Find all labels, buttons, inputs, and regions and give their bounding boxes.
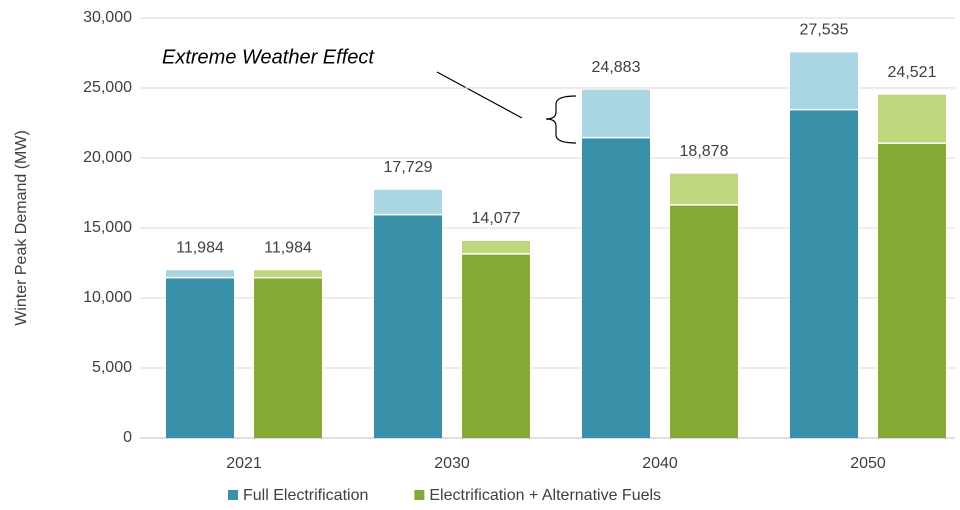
bar-segment-extreme <box>670 173 738 205</box>
x-tick-label: 2021 <box>226 455 262 472</box>
y-axis-label: Winter Peak Demand (MW) <box>13 130 30 326</box>
bar-segment <box>878 144 946 438</box>
data-label: 11,984 <box>176 239 224 256</box>
legend-swatch <box>228 490 238 500</box>
bar-segment-extreme <box>254 270 322 277</box>
legend-label: Full Electrification <box>243 487 368 504</box>
annotation: Extreme Weather Effect <box>162 46 375 68</box>
y-tick-label: 0 <box>123 429 132 446</box>
bar-segment <box>462 254 530 438</box>
bar-segment-extreme <box>374 189 442 214</box>
bar-segment <box>670 205 738 438</box>
y-tick-label: 10,000 <box>83 289 132 306</box>
data-label: 11,984 <box>264 239 312 256</box>
data-label: 24,883 <box>592 59 641 76</box>
y-tick-label: 15,000 <box>83 219 132 236</box>
bar-segment-extreme <box>582 89 650 137</box>
annotation-arrow <box>436 71 523 119</box>
data-label: 18,878 <box>680 143 729 160</box>
y-tick-label: 30,000 <box>83 9 132 26</box>
bar-segment <box>374 215 442 438</box>
bar-segment <box>790 110 858 439</box>
y-tick-label: 20,000 <box>83 149 132 166</box>
y-tick-label: 5,000 <box>92 359 132 376</box>
bar-segment-extreme <box>166 270 234 277</box>
annotation-brace <box>545 95 577 144</box>
x-tick-label: 2050 <box>850 455 886 472</box>
y-tick-label: 25,000 <box>83 79 132 96</box>
data-label: 24,521 <box>888 64 937 81</box>
bar-segment <box>166 278 234 438</box>
bar-segment <box>582 138 650 438</box>
bar-segment <box>254 278 322 438</box>
data-label: 17,729 <box>384 159 433 176</box>
bar-segment-extreme <box>462 240 530 254</box>
x-tick-label: 2030 <box>434 455 470 472</box>
bar-segment-extreme <box>790 52 858 109</box>
x-tick-label: 2040 <box>642 455 678 472</box>
legend-swatch <box>414 490 425 500</box>
data-label: 14,077 <box>472 210 521 227</box>
bar-segment-extreme <box>878 94 946 143</box>
legend-label: Electrification + Alternative Fuels <box>429 487 661 504</box>
data-label: 27,535 <box>800 22 849 39</box>
